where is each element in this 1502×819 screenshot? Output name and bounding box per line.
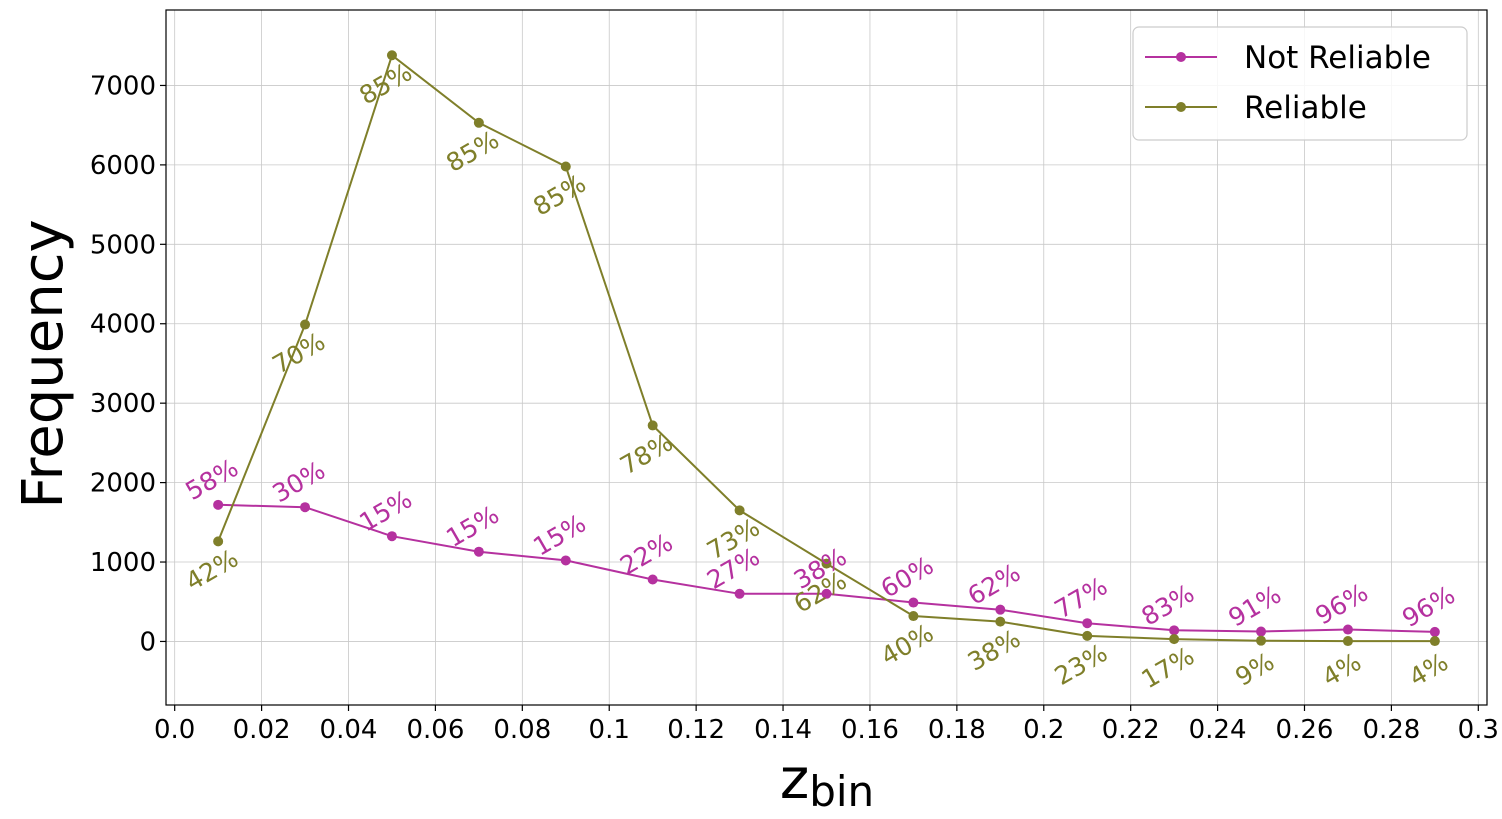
data-point-not-reliable: [995, 604, 1006, 615]
data-label-reliable: 4%: [1404, 647, 1453, 692]
data-label-not-reliable: 60%: [876, 551, 939, 604]
data-point-reliable: [560, 161, 571, 172]
x-tick-label: 0.08: [493, 715, 551, 745]
data-label-not-reliable: 15%: [354, 484, 417, 537]
data-label-reliable: 42%: [181, 544, 244, 597]
data-label-not-reliable: 96%: [1397, 580, 1460, 633]
legend-marker-reliable: [1176, 102, 1186, 112]
x-tick-label: 0.02: [233, 715, 291, 745]
x-tick-label: 0.0: [154, 715, 195, 745]
x-tick-label: 0.18: [928, 715, 986, 745]
data-point-reliable: [1342, 636, 1353, 647]
data-point-reliable: [1256, 635, 1267, 646]
x-axis-title: zbin: [780, 747, 874, 816]
data-label-reliable: 4%: [1317, 647, 1366, 692]
data-point-not-reliable: [908, 597, 919, 608]
data-point-not-reliable: [300, 502, 311, 513]
data-point-not-reliable: [821, 588, 832, 599]
data-label-reliable: 23%: [1050, 638, 1113, 691]
legend-box: [1132, 26, 1468, 141]
data-label-not-reliable: 15%: [528, 509, 591, 562]
data-point-reliable: [1169, 634, 1180, 645]
data-label-reliable: 9%: [1230, 647, 1279, 692]
x-tick-label: 0.24: [1189, 715, 1247, 745]
x-axis-title-main: z: [780, 747, 809, 812]
data-label-reliable: 85%: [441, 125, 504, 178]
x-tick-label: 0.28: [1362, 715, 1420, 745]
legend: Not Reliable Reliable: [1132, 26, 1468, 141]
data-point-not-reliable: [1256, 626, 1267, 637]
x-tick-label: 0.06: [406, 715, 464, 745]
data-point-reliable: [734, 505, 745, 516]
data-point-reliable: [386, 50, 397, 61]
data-label-not-reliable: 91%: [1223, 580, 1286, 633]
data-point-not-reliable: [560, 555, 571, 566]
data-label-not-reliable: 77%: [1050, 571, 1113, 624]
legend-entry-reliable: Reliable: [1145, 90, 1367, 126]
x-tick-label: 0.12: [667, 715, 725, 745]
data-point-reliable: [300, 319, 311, 330]
legend-label-reliable: Reliable: [1244, 90, 1367, 126]
series-layer: [213, 50, 1440, 647]
data-point-not-reliable: [386, 531, 397, 542]
data-point-reliable: [473, 117, 484, 128]
data-point-not-reliable: [647, 574, 658, 585]
data-label-reliable: 70%: [267, 327, 330, 380]
y-tick-label: 6000: [90, 151, 156, 181]
y-axis-title: Frequency: [11, 219, 76, 508]
y-tick-label: 0: [139, 627, 156, 657]
legend-entry-not-reliable: Not Reliable: [1145, 40, 1431, 76]
data-labels: 58% 30%15% 15% 15% 22% 27% 38% 60% 62% 77% 83% 91% 9…: [181, 57, 1460, 694]
data-label-reliable: 85%: [354, 57, 417, 110]
data-point-reliable: [908, 611, 919, 622]
data-point-reliable: [995, 616, 1006, 627]
x-tick-label: 0.22: [1102, 715, 1160, 745]
y-tick-label: 3000: [90, 389, 156, 419]
data-point-reliable: [213, 536, 224, 547]
plot-frame: [165, 9, 1488, 706]
x-tick-label: 0.3: [1458, 715, 1499, 745]
data-point-reliable: [1429, 636, 1440, 647]
data-point-not-reliable: [734, 588, 745, 599]
y-axis-ticks: 0 1000 2000 3000 4000 5000 6000 7000: [90, 71, 166, 657]
data-label-not-reliable: 15%: [441, 500, 504, 553]
data-label-reliable: 78%: [615, 428, 678, 481]
data-point-not-reliable: [213, 499, 224, 510]
legend-label-not-reliable: Not Reliable: [1244, 40, 1431, 76]
data-point-not-reliable: [1429, 626, 1440, 637]
data-point-reliable: [821, 558, 832, 569]
x-tick-label: 0.2: [1023, 715, 1064, 745]
data-point-not-reliable: [1342, 624, 1353, 635]
data-point-reliable: [1082, 630, 1093, 641]
data-label-not-reliable: 62%: [963, 558, 1026, 611]
x-tick-label: 0.26: [1276, 715, 1334, 745]
data-point-not-reliable: [1169, 625, 1180, 636]
data-label-reliable: 17%: [1137, 641, 1200, 694]
data-label-not-reliable: 83%: [1137, 579, 1200, 632]
data-label-reliable: 40%: [876, 618, 939, 671]
x-tick-label: 0.04: [320, 715, 378, 745]
y-tick-label: 4000: [90, 310, 156, 340]
legend-marker-not-reliable: [1176, 52, 1186, 62]
y-tick-label: 5000: [90, 230, 156, 260]
data-label-reliable: 38%: [963, 624, 1026, 677]
y-tick-label: 1000: [90, 548, 156, 578]
data-point-reliable: [647, 420, 658, 431]
x-tick-label: 0.1: [589, 715, 630, 745]
x-axis-title-sub: bin: [809, 767, 874, 816]
y-tick-label: 2000: [90, 469, 156, 499]
data-label-not-reliable: 30%: [267, 455, 330, 508]
data-point-not-reliable: [1082, 618, 1093, 629]
data-point-not-reliable: [473, 546, 484, 557]
data-label-not-reliable: 22%: [615, 528, 678, 581]
x-axis-ticks: 0.0 0.02 0.04 0.06 0.08 0.1 0.12 0.14 0.16 0.18 0.…: [154, 705, 1499, 745]
data-label-not-reliable: 58%: [181, 453, 244, 506]
data-label-not-reliable: 96%: [1310, 578, 1373, 631]
y-tick-label: 7000: [90, 71, 156, 101]
x-tick-label: 0.14: [754, 715, 812, 745]
x-tick-label: 0.16: [841, 715, 899, 745]
